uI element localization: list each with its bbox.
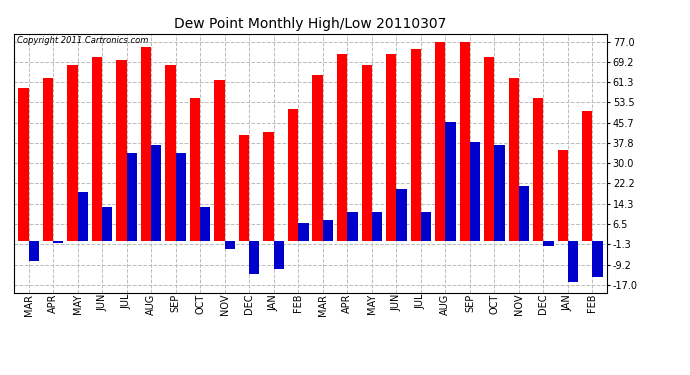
- Bar: [141, 47, 151, 241]
- Bar: [92, 57, 102, 241]
- Bar: [544, 241, 554, 246]
- Bar: [67, 65, 77, 241]
- Bar: [288, 109, 298, 241]
- Bar: [460, 42, 470, 241]
- Bar: [347, 212, 357, 241]
- Bar: [151, 145, 161, 241]
- Bar: [323, 220, 333, 241]
- Bar: [509, 78, 519, 241]
- Bar: [435, 42, 445, 241]
- Bar: [225, 241, 235, 249]
- Bar: [77, 192, 88, 241]
- Bar: [215, 80, 225, 241]
- Bar: [582, 111, 593, 241]
- Bar: [102, 207, 112, 241]
- Bar: [484, 57, 495, 241]
- Bar: [568, 241, 578, 282]
- Title: Dew Point Monthly High/Low 20110307: Dew Point Monthly High/Low 20110307: [175, 17, 446, 31]
- Bar: [362, 65, 372, 241]
- Bar: [264, 132, 274, 241]
- Bar: [53, 241, 63, 243]
- Bar: [386, 54, 396, 241]
- Bar: [313, 75, 323, 241]
- Bar: [411, 49, 421, 241]
- Bar: [495, 145, 504, 241]
- Bar: [200, 207, 210, 241]
- Bar: [249, 241, 259, 274]
- Bar: [337, 54, 347, 241]
- Bar: [18, 88, 28, 241]
- Text: Copyright 2011 Cartronics.com: Copyright 2011 Cartronics.com: [17, 36, 148, 45]
- Bar: [421, 212, 431, 241]
- Bar: [190, 99, 200, 241]
- Bar: [176, 153, 186, 241]
- Bar: [533, 99, 544, 241]
- Bar: [372, 212, 382, 241]
- Bar: [43, 78, 53, 241]
- Bar: [519, 186, 529, 241]
- Bar: [470, 142, 480, 241]
- Bar: [117, 60, 126, 241]
- Bar: [396, 189, 406, 241]
- Bar: [126, 153, 137, 241]
- Bar: [445, 122, 455, 241]
- Bar: [298, 223, 308, 241]
- Bar: [558, 150, 568, 241]
- Bar: [593, 241, 603, 277]
- Bar: [239, 135, 249, 241]
- Bar: [166, 65, 176, 241]
- Bar: [28, 241, 39, 261]
- Bar: [274, 241, 284, 269]
